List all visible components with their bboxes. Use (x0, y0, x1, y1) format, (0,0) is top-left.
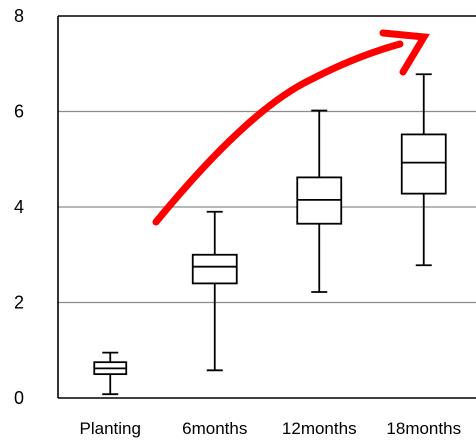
y-tick-label: 0 (14, 388, 24, 408)
trend-arrow-head (379, 29, 430, 76)
gridlines (57, 15, 476, 399)
x-category-label: 12months (282, 419, 357, 438)
y-tick-label: 8 (14, 6, 24, 26)
x-category-label: 18months (386, 419, 461, 438)
box-18months (400, 73, 447, 267)
trend-arrow-annotation (152, 29, 430, 226)
iqr-box (191, 253, 238, 285)
y-axis-tick-labels: 0 2 4 6 8 (14, 6, 24, 408)
y-tick-label: 6 (14, 102, 24, 122)
boxes (93, 73, 447, 396)
y-tick-label: 2 (14, 293, 24, 313)
x-category-label: 6months (182, 419, 247, 438)
y-tick-label: 4 (14, 197, 24, 217)
box-6months (191, 210, 238, 372)
trend-arrow-shaft (152, 40, 404, 226)
box-planting (93, 351, 128, 396)
x-category-label: Planting (80, 419, 141, 438)
iqr-box (400, 133, 447, 195)
x-axis-category-labels: Planting 6months 12months 18months (80, 419, 462, 438)
box-12months (296, 109, 343, 293)
